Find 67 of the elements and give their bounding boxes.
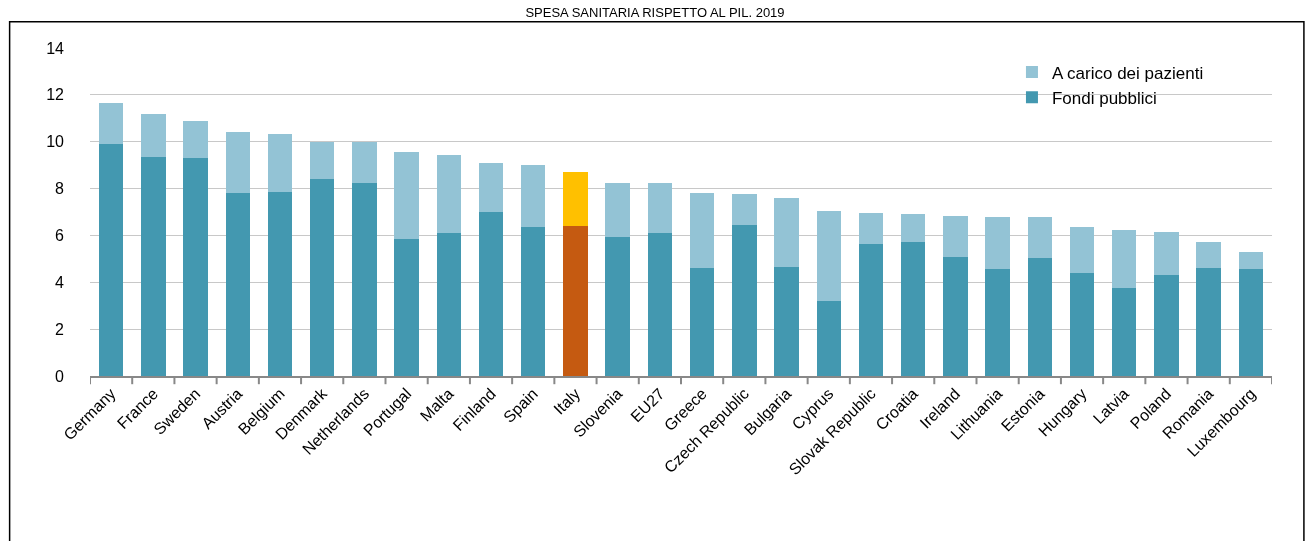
bar bbox=[858, 243, 884, 376]
bar bbox=[1154, 275, 1179, 376]
bar bbox=[732, 194, 757, 225]
bar bbox=[774, 197, 799, 268]
bar bbox=[1112, 288, 1137, 376]
chart-title: SPESA SANITARIA RISPETTO AL PIL. 2019 bbox=[525, 5, 785, 21]
y-tick-label: 10 bbox=[46, 133, 65, 151]
bar bbox=[98, 144, 124, 376]
bar bbox=[1069, 227, 1095, 273]
bar bbox=[478, 212, 504, 376]
bar bbox=[267, 192, 293, 376]
bar bbox=[309, 141, 335, 180]
bar bbox=[352, 141, 377, 183]
bar bbox=[267, 133, 293, 193]
bar bbox=[1027, 257, 1053, 376]
legend-label: A carico dei pazienti bbox=[1051, 63, 1204, 83]
bar bbox=[563, 226, 588, 376]
bar bbox=[309, 179, 335, 376]
bar bbox=[985, 269, 1010, 376]
bar bbox=[225, 132, 250, 194]
bar bbox=[605, 236, 630, 376]
y-tick-label: 0 bbox=[55, 367, 65, 385]
bar bbox=[943, 256, 968, 376]
y-tick-label: 12 bbox=[46, 86, 65, 104]
bar bbox=[1238, 251, 1264, 270]
bar bbox=[689, 268, 715, 376]
bar bbox=[732, 224, 757, 376]
bar bbox=[1196, 242, 1221, 269]
bar bbox=[352, 182, 377, 376]
y-tick-label: 6 bbox=[55, 227, 65, 245]
bar bbox=[225, 193, 250, 376]
bar bbox=[774, 267, 799, 376]
bar bbox=[900, 214, 926, 243]
bar bbox=[943, 215, 968, 257]
bar bbox=[1112, 229, 1137, 289]
y-tick-label: 8 bbox=[55, 180, 65, 198]
bar bbox=[394, 238, 419, 376]
bar bbox=[1154, 231, 1179, 276]
legend-label: Fondi pubblici bbox=[1051, 88, 1157, 108]
bar bbox=[183, 120, 208, 159]
bar bbox=[394, 152, 419, 239]
bar bbox=[1027, 216, 1053, 258]
y-tick-label: 14 bbox=[46, 39, 65, 57]
bar bbox=[521, 165, 546, 228]
bar bbox=[689, 193, 715, 269]
bar bbox=[478, 162, 504, 212]
bar bbox=[436, 233, 462, 376]
bar bbox=[647, 233, 673, 376]
y-tick-label: 4 bbox=[55, 273, 65, 291]
bar bbox=[1196, 268, 1221, 376]
bar bbox=[98, 103, 124, 145]
bar bbox=[647, 182, 673, 234]
bar bbox=[183, 158, 208, 376]
bar bbox=[605, 182, 630, 237]
y-tick-label: 2 bbox=[55, 320, 65, 338]
bar bbox=[436, 154, 462, 234]
bar bbox=[985, 216, 1010, 270]
bar bbox=[521, 227, 546, 376]
bar bbox=[858, 213, 884, 244]
bar bbox=[141, 113, 166, 157]
bar bbox=[900, 242, 926, 376]
bar bbox=[563, 172, 588, 227]
bar bbox=[816, 301, 841, 376]
bar bbox=[1069, 272, 1095, 376]
bar bbox=[1238, 269, 1264, 376]
bar bbox=[141, 156, 166, 376]
bar bbox=[816, 210, 841, 302]
